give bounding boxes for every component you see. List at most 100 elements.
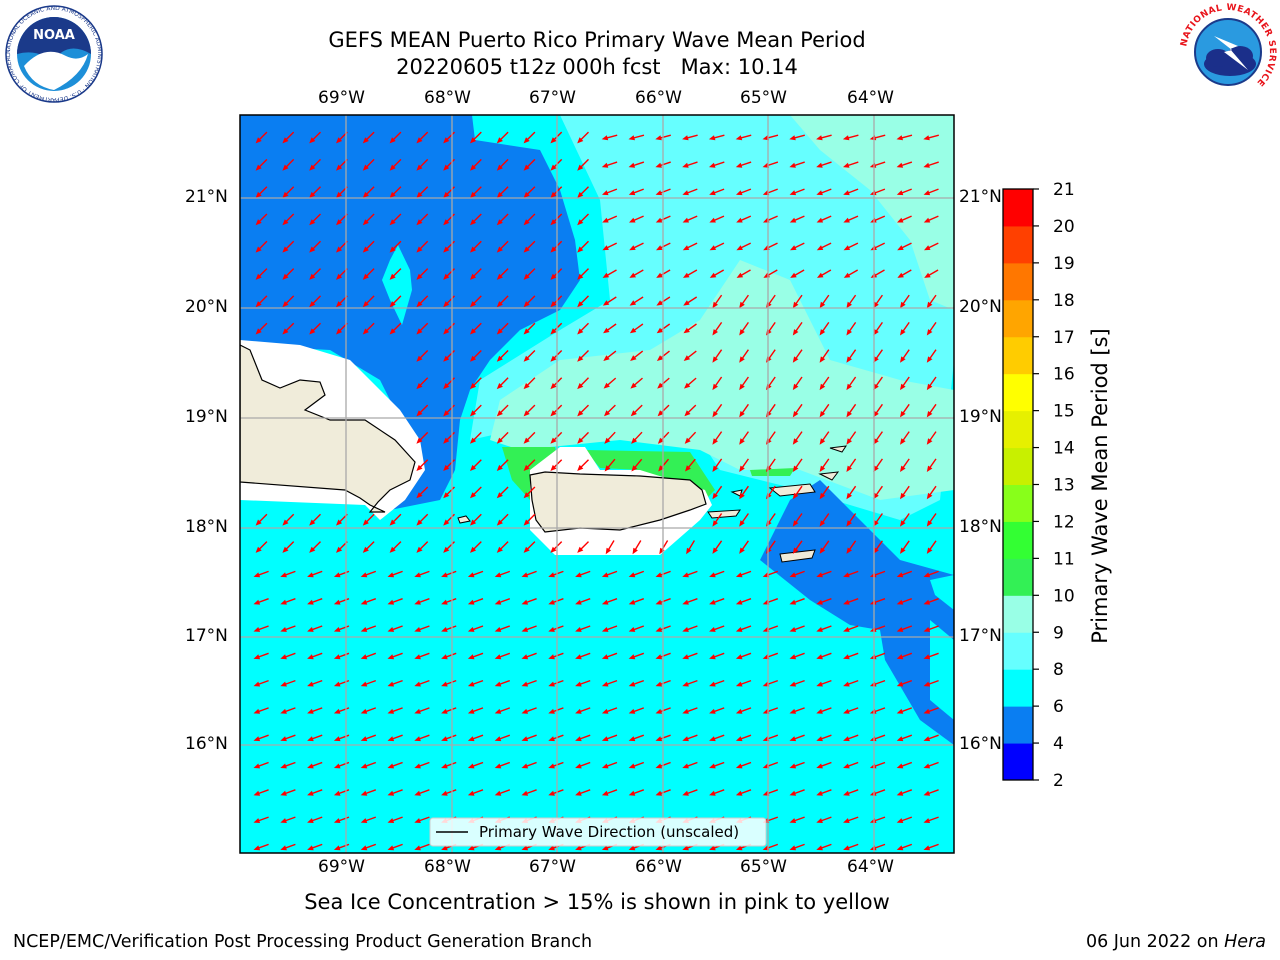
- wave-arrow-head: [632, 547, 638, 555]
- wave-arrow-head: [657, 382, 664, 389]
- wave-arrow-head: [255, 191, 262, 198]
- wave-arrow-head: [577, 219, 584, 226]
- wave-arrow-head: [655, 162, 662, 168]
- wave-arrow-head: [282, 328, 289, 335]
- wave-arrow-head: [523, 301, 530, 308]
- wave-arrow-head: [494, 708, 502, 714]
- wave-arrow-head: [309, 164, 316, 171]
- wave-arrow-head: [253, 654, 261, 660]
- lon-tick-top: 67°W: [529, 88, 576, 108]
- wave-arrow-head: [656, 245, 663, 251]
- wave-arrow-head: [253, 681, 261, 687]
- wave-arrow-head: [709, 708, 716, 714]
- wave-arrow-head: [523, 546, 530, 553]
- wave-arrow-head: [923, 736, 931, 742]
- wave-arrow-head: [816, 135, 823, 141]
- wave-arrow-head: [548, 736, 555, 742]
- wave-arrow-head: [712, 329, 718, 336]
- wave-arrow-head: [816, 708, 823, 714]
- chart-title: GEFS MEAN Puerto Rico Primary Wave Mean …: [328, 28, 866, 52]
- wave-arrow-head: [709, 736, 716, 742]
- wave-arrow-head: [683, 327, 690, 334]
- wave-arrow-head: [843, 654, 850, 660]
- wave-arrow-head: [843, 736, 850, 742]
- wave-arrow-head: [389, 246, 396, 253]
- wave-arrow-head: [443, 492, 450, 499]
- wave-arrow-head: [682, 190, 689, 196]
- wave-arrow-head: [441, 736, 448, 742]
- wave-arrow-head: [869, 681, 877, 687]
- wave-arrow-head: [843, 681, 850, 687]
- wave-arrow-head: [900, 438, 906, 445]
- wave-arrow-head: [682, 599, 689, 605]
- wave-arrow-head: [309, 246, 316, 253]
- wave-arrow-head: [496, 492, 503, 499]
- wave-arrow-head: [443, 519, 450, 526]
- wave-arrow-head: [577, 273, 584, 280]
- sea-ice-note: Sea Ice Concentration > 15% is shown in …: [304, 890, 890, 914]
- wave-arrow-head: [307, 654, 314, 660]
- wave-arrow-head: [253, 708, 261, 714]
- wave-arrow-head: [843, 708, 850, 714]
- wave-arrow-head: [414, 736, 421, 742]
- wave-arrow-head: [333, 627, 341, 632]
- wave-arrow-head: [389, 164, 396, 171]
- wave-arrow-head: [602, 190, 609, 196]
- colorbar-segment: [1003, 521, 1033, 559]
- wave-arrow-head: [470, 219, 477, 226]
- wave-arrow-head: [360, 599, 368, 605]
- lon-tick-bottom: 69°W: [318, 857, 365, 877]
- wave-arrow-head: [735, 162, 743, 168]
- wave-arrow-head: [523, 492, 530, 499]
- wave-arrow-head: [550, 383, 557, 390]
- wave-arrow-head: [923, 572, 931, 578]
- wave-arrow-head: [470, 492, 477, 499]
- wave-arrow-head: [333, 763, 341, 769]
- wave-arrow-head: [843, 599, 850, 605]
- wave-arrow-head: [789, 818, 797, 823]
- wave-arrow-head: [521, 654, 529, 660]
- wave-arrow-head: [926, 411, 933, 418]
- wave-arrow-head: [709, 599, 716, 605]
- wave-arrow-head: [333, 736, 341, 742]
- wave-arrow-head: [712, 383, 718, 391]
- wave-arrow-head: [926, 356, 933, 363]
- wave-arrow-head: [387, 763, 395, 769]
- wave-arrow-head: [441, 845, 448, 851]
- wave-arrow-head: [416, 546, 423, 553]
- wave-arrow-head: [846, 301, 852, 309]
- wave-arrow-head: [282, 164, 289, 171]
- wave-arrow-head: [575, 599, 582, 605]
- wave-arrow-head: [280, 681, 287, 687]
- wave-arrow-head: [735, 627, 743, 632]
- lat-tick-right: 18°N: [959, 517, 1002, 537]
- wave-arrow-head: [630, 410, 637, 417]
- wave-arrow-head: [709, 681, 716, 687]
- field-6-8s-pocket: [382, 245, 412, 325]
- wave-arrow-head: [712, 356, 718, 363]
- wave-arrow-head: [629, 245, 636, 251]
- wave-arrow-head: [682, 736, 689, 742]
- wave-arrow-head: [739, 383, 745, 391]
- wave-arrow-head: [416, 519, 423, 526]
- wave-arrow-head: [601, 162, 609, 168]
- wave-arrow-head: [923, 190, 931, 196]
- chart-subtitle: 20220605 t12z 000h fcst Max: 10.14: [396, 55, 798, 79]
- wave-arrow-head: [789, 654, 797, 660]
- wave-arrow-head: [255, 301, 262, 308]
- wave-arrow-head: [470, 301, 477, 308]
- wave-arrow-head: [816, 245, 824, 251]
- wave-arrow-head: [604, 410, 611, 417]
- wave-arrow-head: [387, 818, 395, 823]
- wave-arrow-head: [897, 272, 904, 278]
- wave-arrow-head: [900, 492, 906, 500]
- footer-machine: Hera: [1224, 932, 1266, 952]
- wave-arrow-head: [575, 763, 582, 769]
- wave-arrow-head: [789, 790, 797, 796]
- wave-arrow-head: [550, 328, 557, 335]
- wave-arrow-head: [416, 464, 423, 471]
- wave-arrow-head: [816, 162, 823, 168]
- wave-arrow-head: [712, 411, 718, 418]
- wave-arrow-head: [656, 300, 663, 306]
- wave-arrow-head: [387, 681, 395, 687]
